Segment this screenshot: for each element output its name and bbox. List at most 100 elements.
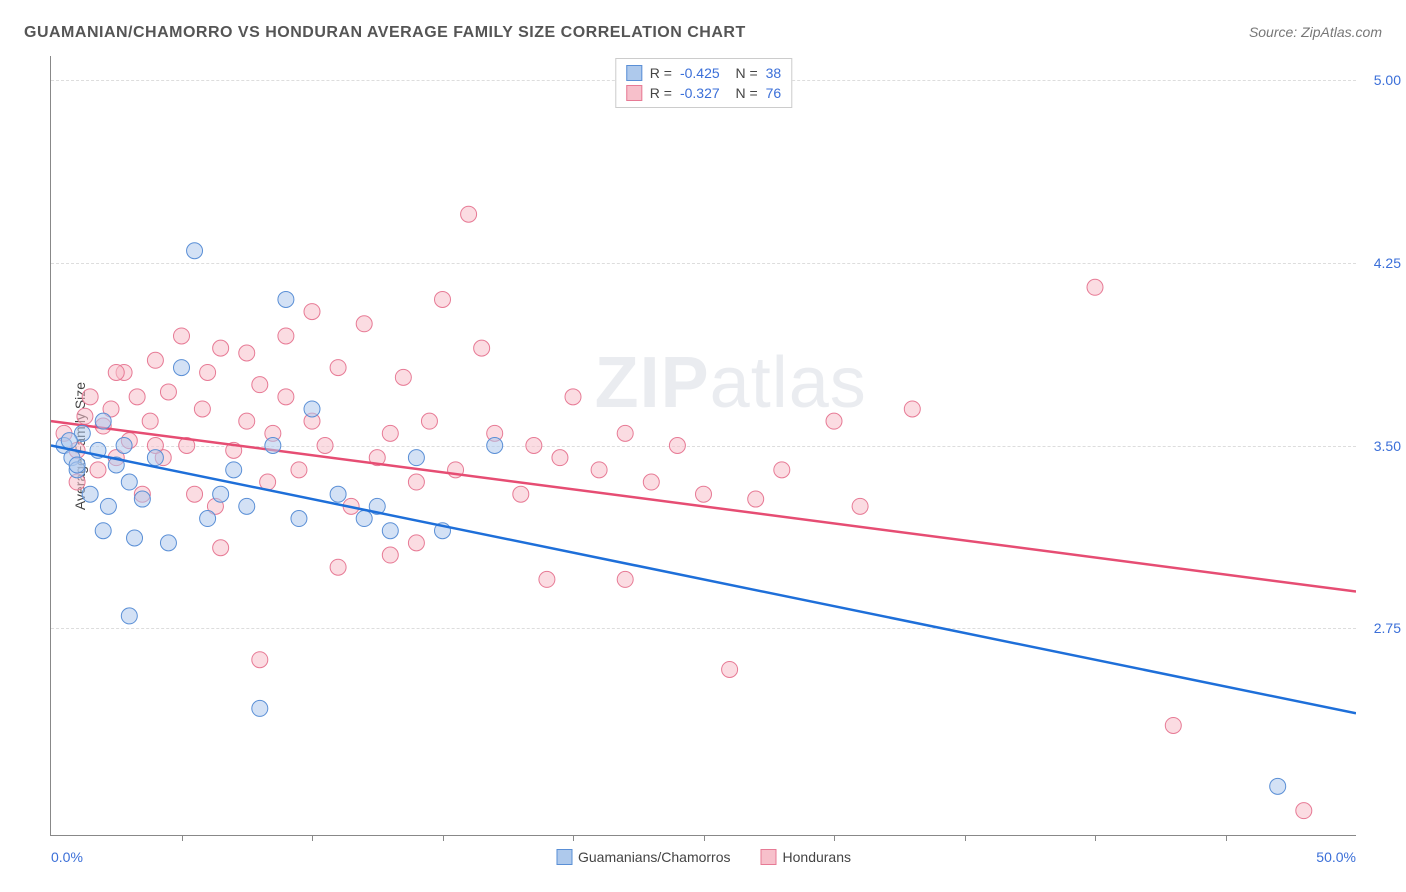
legend-item-pink: Hondurans [761,849,852,865]
r-value-pink: -0.327 [680,85,720,101]
data-point [552,450,568,466]
data-point [116,438,132,454]
correlation-legend: R = -0.425 N = 38 R = -0.327 N = 76 [615,58,792,108]
data-point [565,389,581,405]
x-tick [834,835,835,841]
data-point [252,652,268,668]
data-point [643,474,659,490]
r-label: R = [650,85,672,101]
data-point [134,491,150,507]
data-point [395,369,411,385]
data-point [127,530,143,546]
data-point [95,413,111,429]
legend-label-pink: Hondurans [783,849,852,865]
data-point [408,474,424,490]
data-point [304,401,320,417]
data-point [382,547,398,563]
x-tick [312,835,313,841]
legend-label-blue: Guamanians/Chamorros [578,849,731,865]
data-point [1165,717,1181,733]
series-legend: Guamanians/Chamorros Hondurans [556,849,851,865]
data-point [213,340,229,356]
r-value-blue: -0.425 [680,65,720,81]
swatch-blue-icon [626,65,642,81]
source-label: Source: ZipAtlas.com [1249,24,1382,40]
data-point [160,384,176,400]
data-point [278,291,294,307]
data-point [187,243,203,259]
data-point [591,462,607,478]
x-tick [573,835,574,841]
data-point [748,491,764,507]
data-point [61,433,77,449]
data-point [1296,803,1312,819]
data-point [121,474,137,490]
data-point [487,438,503,454]
data-point [142,413,158,429]
data-point [526,438,542,454]
x-tick [443,835,444,841]
legend-row-blue: R = -0.425 N = 38 [626,63,781,83]
data-point [194,401,210,417]
data-point [382,425,398,441]
data-point [200,364,216,380]
legend-row-pink: R = -0.327 N = 76 [626,83,781,103]
data-point [1270,778,1286,794]
data-point [408,535,424,551]
data-point [461,206,477,222]
x-tick [182,835,183,841]
data-point [239,345,255,361]
n-value-blue: 38 [766,65,782,81]
legend-item-blue: Guamanians/Chamorros [556,849,731,865]
data-point [291,462,307,478]
data-point [100,498,116,514]
data-point [187,486,203,502]
regression-line [51,446,1356,714]
data-point [330,486,346,502]
data-point [304,304,320,320]
data-point [474,340,490,356]
data-point [356,316,372,332]
data-point [95,523,111,539]
x-axis-max-label: 50.0% [1316,849,1356,865]
data-point [278,328,294,344]
data-point [382,523,398,539]
plot-area: Average Family Size ZIPatlas R = -0.425 … [50,56,1356,836]
y-tick-label: 4.25 [1374,255,1401,271]
x-axis-min-label: 0.0% [51,849,83,865]
data-point [160,535,176,551]
data-point [317,438,333,454]
data-point [617,571,633,587]
data-point [722,661,738,677]
swatch-pink-icon [761,849,777,865]
n-label: N = [728,85,758,101]
data-point [174,328,190,344]
data-point [239,498,255,514]
data-point [82,389,98,405]
data-point [174,360,190,376]
x-tick [704,835,705,841]
data-point [200,511,216,527]
data-point [539,571,555,587]
x-tick [965,835,966,841]
data-point [904,401,920,417]
n-value-pink: 76 [766,85,782,101]
data-point [330,360,346,376]
data-point [69,457,85,473]
data-point [852,498,868,514]
data-point [330,559,346,575]
x-tick [1095,835,1096,841]
swatch-pink-icon [626,85,642,101]
data-point [252,377,268,393]
data-point [669,438,685,454]
data-point [278,389,294,405]
data-point [82,486,98,502]
data-point [90,462,106,478]
y-tick-label: 3.50 [1374,438,1401,454]
y-tick-label: 2.75 [1374,620,1401,636]
data-point [77,408,93,424]
data-point [265,438,281,454]
data-point [421,413,437,429]
data-point [213,540,229,556]
data-point [213,486,229,502]
